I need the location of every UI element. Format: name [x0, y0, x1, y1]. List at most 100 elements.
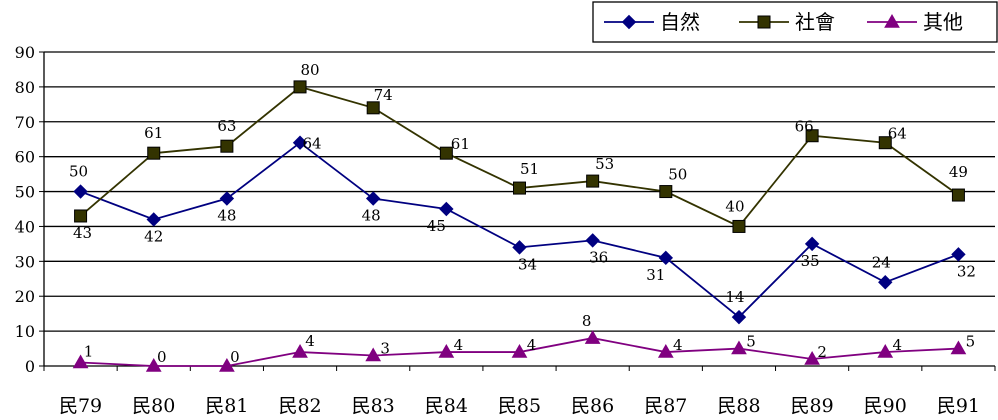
data-label: 36 — [589, 248, 608, 266]
y-tick-label: 0 — [25, 357, 35, 376]
y-tick-label: 30 — [15, 252, 35, 271]
data-label: 43 — [73, 224, 92, 242]
y-tick-label: 70 — [15, 113, 35, 132]
x-tick-label: 民85 — [498, 395, 541, 417]
data-point — [731, 309, 747, 325]
data-label: 61 — [144, 124, 163, 142]
data-label: 0 — [157, 348, 167, 366]
y-tick-label: 10 — [15, 322, 35, 341]
data-label: 64 — [888, 125, 907, 143]
data-point — [657, 344, 674, 358]
y-axis-ticks: 0 10 20 30 40 50 60 70 80 90 — [15, 43, 44, 376]
data-label: 8 — [582, 312, 592, 330]
data-label: 49 — [949, 163, 968, 181]
legend-label: 社會 — [795, 10, 835, 34]
x-tick-label: 民80 — [132, 395, 175, 417]
data-label: 74 — [374, 86, 393, 104]
data-point — [146, 212, 161, 227]
data-point — [293, 80, 307, 94]
legend-marker — [621, 14, 637, 30]
data-label: 14 — [725, 288, 744, 306]
x-tick-label: 民86 — [571, 395, 614, 417]
data-point — [658, 250, 674, 266]
data-label: 48 — [217, 207, 236, 225]
data-point — [219, 357, 235, 372]
x-tick-label: 民84 — [425, 395, 468, 417]
legend-marker — [884, 13, 900, 28]
y-tick-label: 90 — [15, 43, 35, 62]
data-point — [659, 185, 673, 199]
x-tick-label: 民79 — [59, 395, 102, 417]
x-tick-label: 民88 — [717, 395, 760, 417]
data-label: 3 — [380, 340, 390, 358]
data-point — [365, 347, 382, 362]
data-label: 61 — [451, 135, 470, 153]
data-point — [805, 129, 819, 143]
data-label: 32 — [957, 262, 976, 280]
data-label: 40 — [725, 197, 744, 215]
data-point — [147, 146, 161, 160]
data-label: 50 — [69, 163, 88, 181]
data-point — [951, 188, 965, 202]
data-label: 34 — [518, 255, 537, 273]
x-tick-label: 民82 — [278, 395, 321, 417]
data-label: 0 — [230, 348, 240, 366]
data-point — [439, 146, 453, 160]
data-label: 2 — [817, 343, 827, 361]
data-point — [586, 174, 600, 188]
data-point — [220, 139, 234, 153]
legend-label: 自然 — [660, 10, 700, 34]
x-tick-label: 民87 — [644, 395, 687, 417]
data-label: 63 — [217, 117, 236, 135]
data-label: 64 — [302, 135, 321, 153]
data-label: 66 — [795, 118, 814, 136]
data-label: 35 — [801, 252, 820, 270]
data-point — [804, 351, 820, 365]
data-label: 51 — [520, 160, 539, 178]
data-label: 45 — [427, 217, 446, 235]
x-tick-label: 民89 — [791, 395, 834, 417]
data-label: 4 — [454, 336, 464, 354]
data-label: 80 — [300, 61, 319, 79]
legend-marker — [757, 15, 771, 29]
data-label: 24 — [872, 253, 891, 271]
data-point — [292, 344, 308, 358]
x-tick-label: 民81 — [205, 395, 248, 417]
data-label: 1 — [84, 343, 94, 361]
data-point — [512, 240, 527, 255]
x-tick-label: 民91 — [937, 395, 980, 417]
data-point — [292, 135, 308, 150]
y-tick-label: 40 — [15, 217, 35, 236]
data-point — [439, 201, 454, 217]
data-label: 42 — [144, 227, 163, 245]
data-label: 4 — [673, 336, 683, 354]
data-point — [732, 219, 746, 233]
legend-label: 其他 — [923, 10, 963, 34]
data-point — [731, 340, 747, 355]
data-point — [438, 344, 455, 358]
data-label: 31 — [646, 266, 665, 284]
legend: 自然 社會 其他 — [592, 1, 998, 43]
data-point — [804, 236, 820, 252]
data-label: 4 — [892, 336, 902, 354]
data-label: 5 — [746, 333, 756, 351]
data-point — [584, 330, 601, 344]
data-point — [878, 275, 893, 290]
data-point — [877, 344, 894, 358]
data-point — [74, 209, 88, 223]
data-point — [951, 247, 966, 262]
y-tick-label: 60 — [15, 148, 35, 167]
data-point — [73, 184, 88, 199]
data-label: 4 — [527, 336, 537, 354]
data-label: 50 — [668, 166, 687, 184]
data-point — [513, 181, 526, 195]
series-group — [72, 80, 967, 372]
data-point — [366, 101, 380, 115]
x-tick-label: 民90 — [864, 395, 907, 417]
data-point — [72, 354, 89, 369]
data-label: 5 — [966, 333, 976, 351]
data-point — [219, 191, 235, 206]
data-point — [511, 344, 528, 358]
